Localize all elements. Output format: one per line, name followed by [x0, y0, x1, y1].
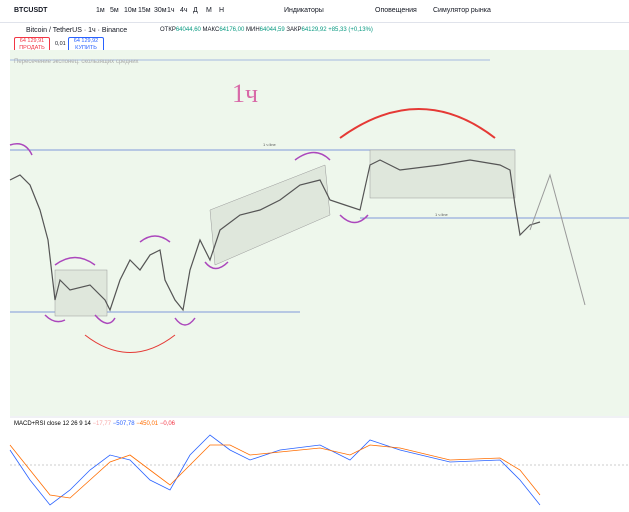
price: 64 129,92: [73, 38, 99, 44]
value: 64176,00: [219, 27, 245, 33]
value: 64129,92: [301, 27, 327, 33]
channel: [209, 164, 331, 266]
price: 64 129,91: [19, 38, 45, 44]
toolbar: [0, 0, 629, 23]
label: МАКС: [202, 27, 220, 33]
value: 64044,59: [259, 27, 285, 33]
arc: [9, 143, 369, 326]
indicators-button[interactable]: Индикаторы: [284, 7, 324, 14]
interval[interactable]: 10м: [124, 7, 137, 14]
interval[interactable]: Н: [219, 7, 225, 14]
price-line: [9, 159, 541, 312]
annotation: 1ч: [232, 79, 258, 108]
label: ЗАКР: [286, 27, 302, 33]
value: +85,33 (+0,13%): [328, 27, 373, 33]
label: КУПИТЬ: [75, 45, 97, 51]
interval[interactable]: М: [206, 7, 212, 14]
value: 64044,60: [175, 27, 201, 33]
legend-title: Bitcoin / TetherUS · 1ч · Binance: [26, 27, 128, 34]
replay-button[interactable]: Симулятор рынка: [433, 7, 491, 14]
interval[interactable]: Д: [193, 7, 198, 14]
macd-line: [9, 434, 541, 506]
interval[interactable]: 1м: [96, 7, 105, 14]
interval[interactable]: 4ч: [180, 7, 188, 14]
label: ОТКР: [160, 27, 176, 33]
interval[interactable]: 15м: [138, 7, 151, 14]
alerts-button[interactable]: Оповещения: [375, 7, 417, 14]
label: ПРОДАТЬ: [19, 45, 45, 51]
interval[interactable]: 5м: [110, 7, 119, 14]
arrow: [529, 173, 586, 306]
arc: [339, 108, 496, 139]
signal-line: [9, 444, 541, 499]
range-box: [369, 149, 516, 199]
ohlc: ОТКР64044,60 МАКС64176,00 МИН64044,59 ЗА…: [160, 27, 373, 33]
chart: 1ч 1 ч line 1 ч line Пересечение экспоне…: [9, 50, 629, 506]
indicator-label: Пересечение экспонец. скользящих средних: [14, 59, 139, 65]
interval[interactable]: 30м: [154, 7, 167, 14]
interval[interactable]: 1ч: [167, 7, 175, 14]
label: МИН: [246, 27, 260, 33]
line-label: 1 ч line: [263, 142, 277, 147]
chart-bg: [10, 50, 629, 416]
symbol[interactable]: BTCUSDT: [14, 7, 48, 14]
macd-title: MACD+RSI close 12 26 9 14 −17,77 −507,78…: [14, 421, 176, 427]
range-box: [54, 269, 108, 317]
line-label: 1 ч line: [435, 212, 449, 217]
spread: 0,01: [55, 41, 66, 47]
arc: [84, 334, 176, 353]
